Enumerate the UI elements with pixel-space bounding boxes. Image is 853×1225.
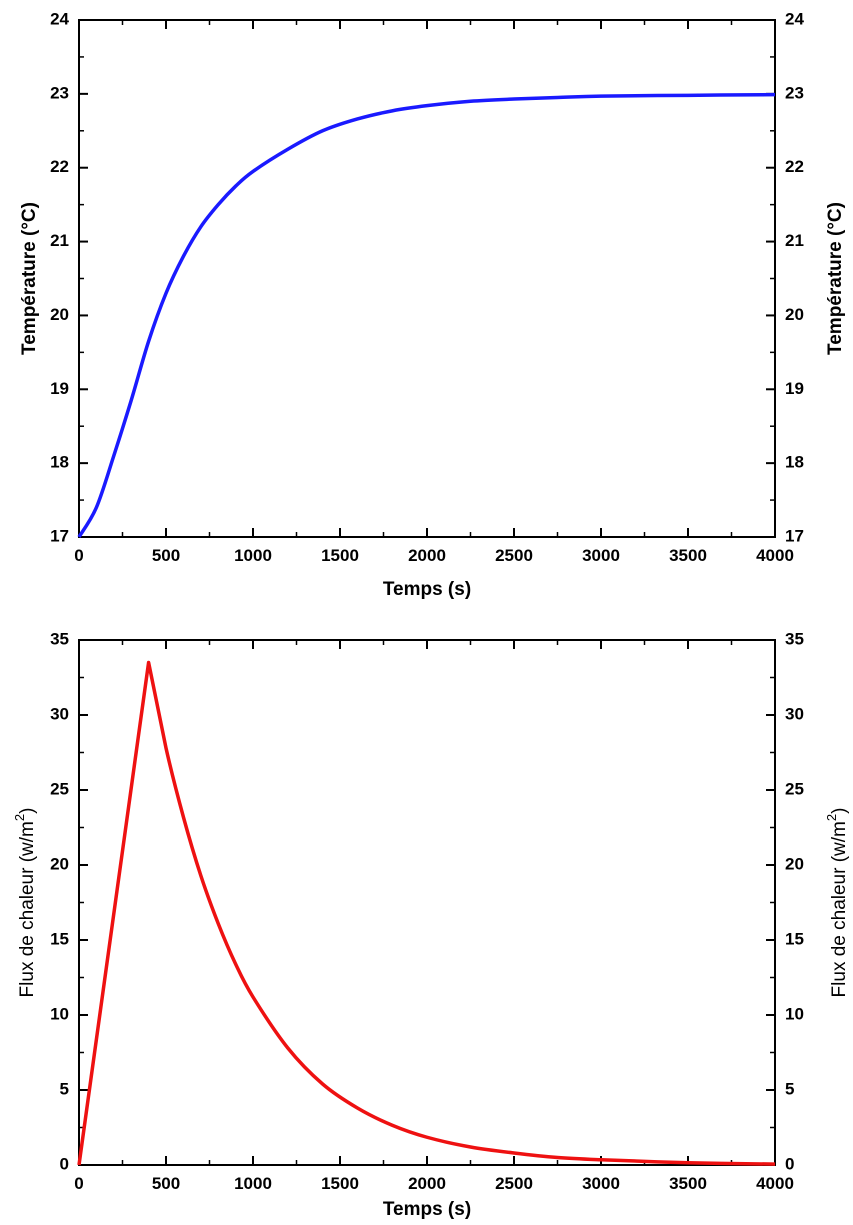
y-tick-label-left: 17 bbox=[50, 526, 69, 545]
x-tick-label: 3500 bbox=[669, 1174, 707, 1193]
x-tick-label: 4000 bbox=[756, 546, 794, 565]
y-tick-label-left: 23 bbox=[50, 83, 69, 102]
y-tick-label-right: 35 bbox=[785, 629, 804, 648]
y-tick-label-right: 25 bbox=[785, 779, 804, 798]
y-tick-label-left: 19 bbox=[50, 379, 69, 398]
y-tick-label-right: 21 bbox=[785, 231, 804, 250]
x-tick-label: 4000 bbox=[756, 1174, 794, 1193]
y-tick-label-left: 20 bbox=[50, 854, 69, 873]
y-tick-label-right: 5 bbox=[785, 1079, 794, 1098]
y-axis-label-right: Flux de chaleur (w/m2) bbox=[824, 808, 850, 998]
plot-frame bbox=[78, 19, 776, 538]
y-tick-label-right: 30 bbox=[785, 704, 804, 723]
y-axis-label-right: Température (°C) bbox=[825, 202, 846, 355]
x-tick-label: 0 bbox=[74, 546, 83, 565]
y-tick-label-left: 25 bbox=[50, 779, 69, 798]
y-tick-label-left: 0 bbox=[60, 1154, 69, 1173]
x-tick-label: 1000 bbox=[234, 546, 272, 565]
y-tick-label-right: 19 bbox=[785, 379, 804, 398]
x-tick-label: 500 bbox=[152, 546, 180, 565]
y-tick-label-right: 18 bbox=[785, 453, 804, 472]
series-line bbox=[77, 660, 776, 1166]
x-tick-label: 3000 bbox=[582, 546, 620, 565]
x-tick-label: 1000 bbox=[234, 1174, 272, 1193]
y-tick-label-right: 20 bbox=[785, 854, 804, 873]
y-tick-label-left: 5 bbox=[60, 1079, 69, 1098]
x-tick-label: 1500 bbox=[321, 546, 359, 565]
y-tick-label-left: 18 bbox=[50, 453, 69, 472]
x-tick-label: 2500 bbox=[495, 546, 533, 565]
y-tick-label-left: 20 bbox=[50, 305, 69, 324]
x-axis-label: Temps (s) bbox=[383, 579, 471, 600]
y-tick-label-right: 10 bbox=[785, 1004, 804, 1023]
y-tick-label-right: 20 bbox=[785, 305, 804, 324]
y-tick-label-right: 23 bbox=[785, 83, 804, 102]
x-tick-label: 3000 bbox=[582, 1174, 620, 1193]
y-tick-label-right: 24 bbox=[785, 9, 804, 28]
y-tick-label-right: 15 bbox=[785, 929, 804, 948]
y-tick-label-left: 21 bbox=[50, 231, 69, 250]
y-axis-label-left: Température (°C) bbox=[19, 202, 40, 355]
series-line bbox=[77, 92, 776, 538]
y-tick-label-right: 17 bbox=[785, 526, 804, 545]
y-tick-label-left: 15 bbox=[50, 929, 69, 948]
x-tick-label: 2000 bbox=[408, 1174, 446, 1193]
y-tick-label-right: 22 bbox=[785, 157, 804, 176]
y-tick-label-left: 24 bbox=[50, 9, 69, 28]
plot-frame bbox=[78, 639, 776, 1166]
x-tick-label: 1500 bbox=[321, 1174, 359, 1193]
y-tick-label-left: 10 bbox=[50, 1004, 69, 1023]
x-tick-label: 2000 bbox=[408, 546, 446, 565]
x-tick-label: 2500 bbox=[495, 1174, 533, 1193]
x-axis-label: Temps (s) bbox=[383, 1199, 471, 1220]
y-tick-label-right: 0 bbox=[785, 1154, 794, 1173]
y-tick-label-left: 30 bbox=[50, 704, 69, 723]
y-axis-label-left: Flux de chaleur (w/m2) bbox=[12, 808, 38, 998]
y-tick-label-left: 35 bbox=[50, 629, 69, 648]
y-tick-label-left: 22 bbox=[50, 157, 69, 176]
x-tick-label: 0 bbox=[74, 1174, 83, 1193]
x-tick-label: 500 bbox=[152, 1174, 180, 1193]
x-tick-label: 3500 bbox=[669, 546, 707, 565]
